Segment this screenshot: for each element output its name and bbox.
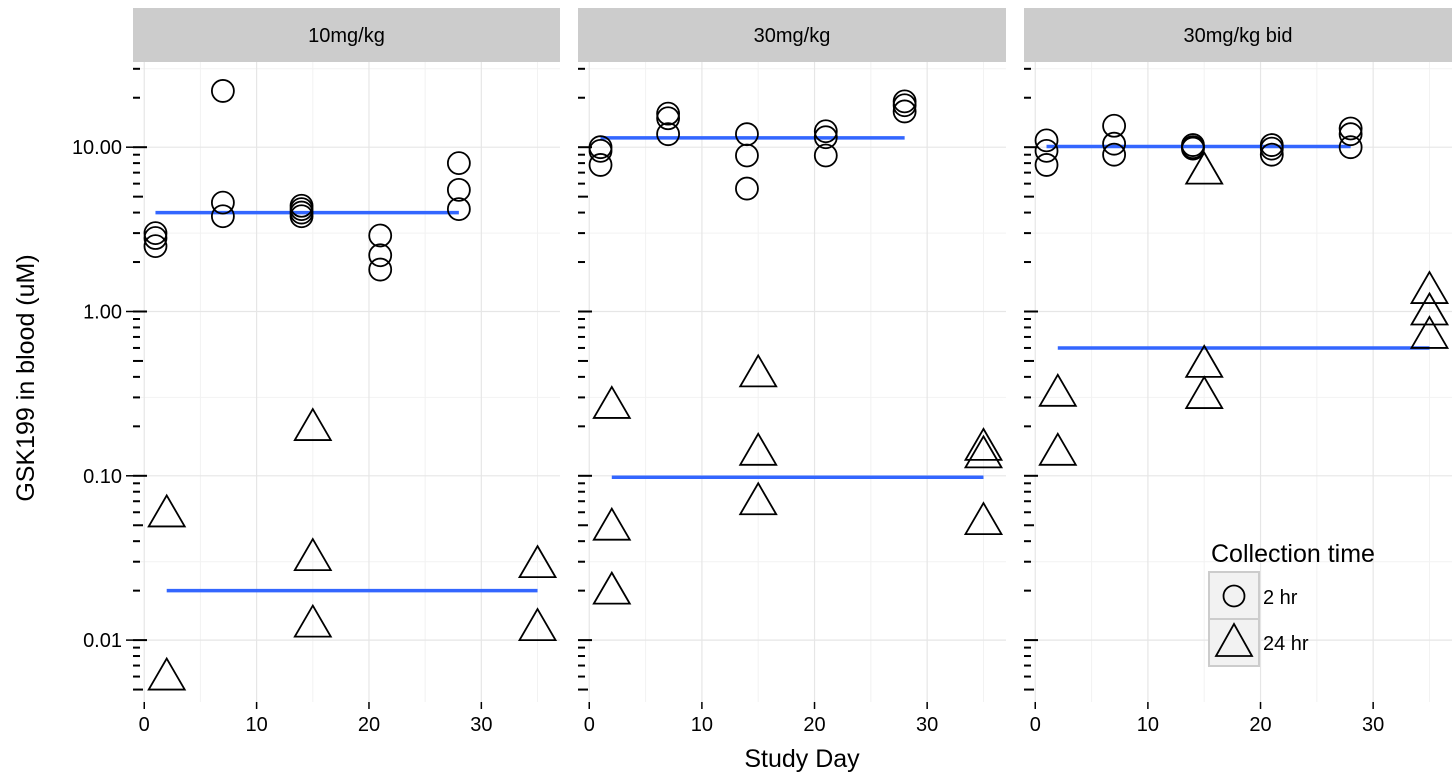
data-point-2hr bbox=[289, 193, 314, 218]
data-point-2hr bbox=[1102, 142, 1127, 167]
data-point-2hr bbox=[892, 99, 917, 124]
data-point-24hr bbox=[1409, 291, 1450, 326]
y-axis-label: GSK199 in blood (uM) bbox=[12, 254, 40, 501]
data-point-2hr bbox=[1181, 133, 1205, 157]
data-point-2hr bbox=[656, 101, 681, 126]
data-point-2hr bbox=[1338, 122, 1363, 147]
y-tick-label: 0.10 bbox=[83, 466, 122, 488]
data-point-24hr bbox=[963, 434, 1004, 469]
data-point-2hr bbox=[368, 243, 393, 268]
panel-2: 30mg/kg 0 10 20 30 bbox=[578, 8, 1006, 736]
x-tick-label: 30 bbox=[470, 714, 492, 736]
x-axis-label: Study Day bbox=[744, 745, 860, 773]
facet-strip bbox=[1024, 8, 1452, 62]
facet-strip-label: 30mg/kg bbox=[754, 25, 831, 47]
data-point-24hr bbox=[293, 407, 333, 441]
data-point-2hr bbox=[210, 190, 235, 215]
data-point-2hr bbox=[210, 79, 235, 103]
x-tick-label: 0 bbox=[584, 714, 595, 736]
data-point-24hr bbox=[738, 431, 778, 466]
y-tick-label: 10.00 bbox=[72, 137, 122, 159]
plot-background bbox=[578, 62, 1006, 702]
legend-triangle-icon bbox=[1214, 622, 1254, 657]
data-point-24hr bbox=[1038, 373, 1078, 407]
data-point-24hr bbox=[517, 607, 558, 641]
data-point-2hr bbox=[368, 257, 393, 282]
data-point-24hr bbox=[517, 544, 558, 579]
data-point-2hr bbox=[588, 153, 613, 177]
x-tick-label: 0 bbox=[1030, 714, 1041, 736]
x-tick-label: 20 bbox=[358, 714, 380, 736]
data-point-2hr bbox=[735, 122, 759, 147]
data-point-2hr bbox=[735, 176, 759, 201]
data-point-2hr bbox=[892, 89, 917, 114]
data-point-2hr bbox=[1034, 128, 1059, 153]
data-point-24hr bbox=[293, 603, 333, 638]
legend-title: Collection time bbox=[1211, 540, 1375, 568]
data-point-2hr bbox=[813, 125, 838, 150]
data-point-24hr bbox=[147, 656, 187, 691]
data-point-2hr bbox=[143, 221, 168, 246]
data-point-24hr bbox=[1184, 375, 1224, 409]
legend-key-24hr bbox=[1208, 618, 1260, 667]
data-point-2hr bbox=[1102, 131, 1127, 156]
facet-strip-label: 30mg/kg bid bbox=[1184, 25, 1293, 47]
facet-strip-label: 10mg/kg bbox=[308, 25, 385, 47]
data-point-24hr bbox=[1409, 270, 1450, 304]
legend-circle-icon bbox=[1222, 584, 1246, 608]
data-point-24hr bbox=[963, 501, 1004, 535]
x-tick-label: 10 bbox=[245, 714, 267, 736]
x-tick-label: 10 bbox=[1137, 714, 1159, 736]
data-point-2hr bbox=[1259, 142, 1284, 167]
data-point-24hr bbox=[293, 537, 333, 572]
facet-strip bbox=[133, 8, 560, 62]
plot-background bbox=[133, 62, 560, 702]
data-point-2hr bbox=[143, 226, 168, 250]
legend-label-2hr: 2 hr bbox=[1263, 587, 1298, 609]
data-point-24hr bbox=[963, 427, 1004, 461]
data-point-2hr bbox=[1102, 113, 1127, 138]
data-point-24hr bbox=[592, 570, 632, 605]
x-tick-label: 20 bbox=[1249, 714, 1271, 736]
x-tick-label: 0 bbox=[139, 714, 150, 736]
data-point-2hr bbox=[1034, 138, 1059, 163]
data-point-2hr bbox=[446, 197, 471, 221]
data-point-24hr bbox=[738, 353, 778, 388]
data-point-2hr bbox=[813, 119, 838, 144]
legend: Collection time 2 hr 24 hr bbox=[1208, 540, 1375, 667]
data-point-2hr bbox=[656, 106, 681, 131]
data-point-2hr bbox=[446, 151, 471, 176]
legend-label-24hr: 24 hr bbox=[1263, 633, 1309, 655]
data-point-24hr bbox=[592, 385, 632, 419]
data-point-2hr bbox=[1338, 135, 1363, 160]
data-point-2hr bbox=[813, 143, 838, 168]
data-point-24hr bbox=[1038, 431, 1078, 466]
data-point-2hr bbox=[1338, 116, 1363, 141]
data-point-2hr bbox=[446, 177, 471, 202]
data-point-24hr bbox=[147, 493, 187, 528]
panel-1: 10mg/kg 0 10 20 30 0.01 0.10 1.00 10.00 bbox=[72, 8, 560, 736]
x-tick-label: 20 bbox=[803, 714, 825, 736]
y-tick-label: 1.00 bbox=[83, 301, 122, 323]
data-point-24hr bbox=[592, 506, 632, 541]
data-point-2hr bbox=[210, 204, 235, 229]
x-tick-label: 30 bbox=[916, 714, 938, 736]
x-tick-label: 10 bbox=[691, 714, 713, 736]
data-point-2hr bbox=[656, 122, 681, 147]
facet-strip bbox=[578, 8, 1006, 62]
data-point-2hr bbox=[588, 135, 613, 160]
data-point-24hr bbox=[738, 481, 778, 516]
y-tick-label: 0.01 bbox=[83, 630, 122, 652]
x-tick-label: 30 bbox=[1362, 714, 1384, 736]
data-point-2hr bbox=[1259, 133, 1284, 157]
data-point-24hr bbox=[1409, 315, 1450, 349]
data-point-24hr bbox=[1184, 150, 1224, 185]
legend-key-2hr bbox=[1208, 571, 1260, 620]
data-point-2hr bbox=[1034, 153, 1059, 177]
data-point-2hr bbox=[368, 223, 393, 248]
data-point-2hr bbox=[143, 234, 168, 259]
